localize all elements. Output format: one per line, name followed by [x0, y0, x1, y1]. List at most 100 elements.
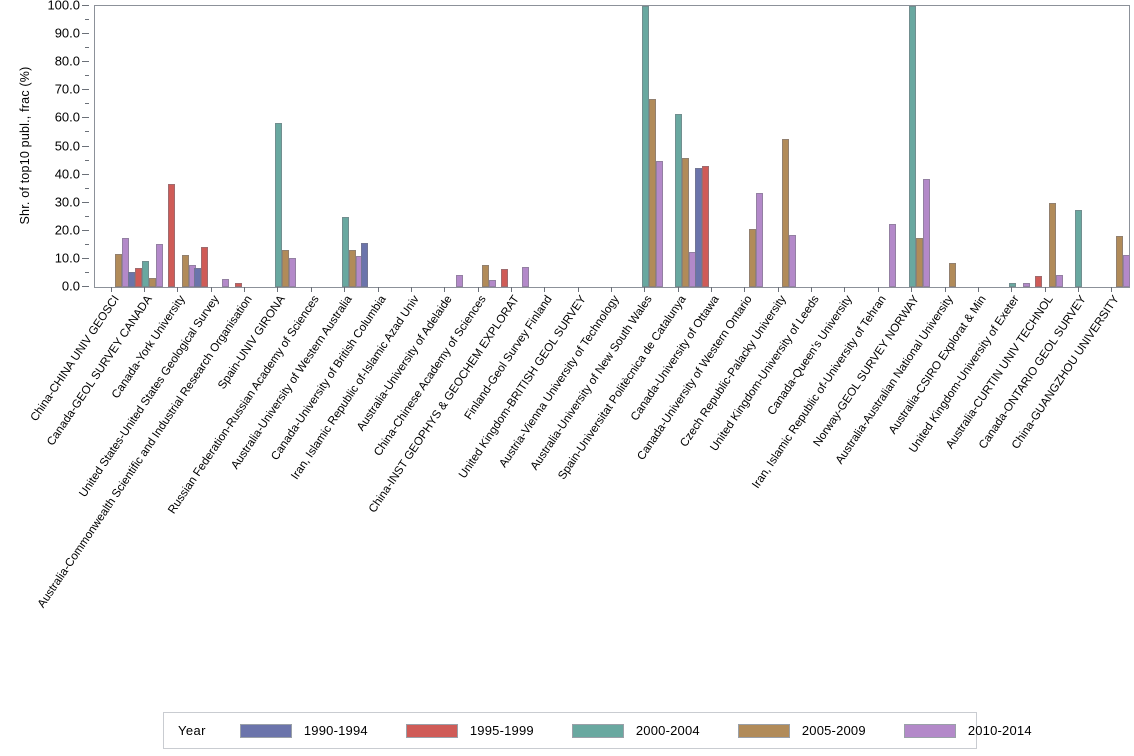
x-tick-mark	[911, 287, 913, 292]
y-minor-tick	[85, 75, 89, 77]
legend-items: 1990-1994 1995-1999 2000-2004 2005-2009 2010…	[239, 723, 1070, 738]
y-tick-mark	[82, 286, 89, 287]
bar	[1056, 275, 1064, 287]
legend: Year 1990-1994 1995-1999 2000-2004 2005-200…	[163, 712, 1032, 749]
bar	[281, 250, 289, 287]
y-tick-label: 30.0	[54, 194, 80, 210]
bar-group	[694, 6, 730, 287]
y-tick-mark	[82, 117, 89, 119]
y-tick-label: 60.0	[54, 109, 80, 125]
bars-container	[95, 6, 1130, 287]
x-tick-mark	[210, 287, 212, 292]
legend-label: 2010-2014	[967, 723, 1032, 738]
bar	[701, 166, 709, 287]
bar-group	[261, 6, 296, 287]
x-tick-mark	[444, 287, 446, 292]
x-tick-mark	[977, 287, 979, 292]
x-tick-mark	[310, 287, 312, 292]
bar	[141, 261, 149, 287]
bar	[789, 235, 797, 287]
x-tick-mark	[510, 287, 512, 292]
bar	[1035, 276, 1043, 287]
bar	[122, 237, 130, 287]
y-minor-tick	[85, 243, 89, 245]
y-tick-mark	[82, 33, 89, 35]
bar	[675, 114, 683, 287]
y-tick-label: 70.0	[54, 81, 80, 97]
bar-group	[494, 6, 530, 287]
bar	[181, 254, 189, 287]
bar	[489, 280, 497, 287]
bar-group	[928, 6, 963, 287]
bar	[201, 247, 209, 287]
y-tick-mark	[82, 257, 89, 259]
legend-item[interactable]: 2005-2009	[737, 723, 866, 738]
x-tick-mark	[477, 287, 479, 292]
x-tick-mark	[277, 287, 279, 292]
bar	[148, 278, 156, 287]
x-tick-mark	[944, 287, 946, 292]
legend-item[interactable]: 1995-1999	[405, 723, 534, 738]
x-tick-label-text: Spain-Universitat Politècnica de Catalun…	[555, 293, 689, 482]
bar	[361, 243, 369, 287]
bar	[908, 6, 916, 287]
legend-label: 2000-2004	[635, 723, 700, 738]
bar-group	[361, 6, 396, 287]
bar	[1008, 283, 1016, 287]
bar	[127, 271, 135, 287]
bar	[1122, 255, 1130, 287]
x-tick-mark	[244, 287, 246, 292]
bar	[1022, 283, 1030, 287]
y-tick-label: 90.0	[54, 25, 80, 41]
legend-label: 1995-1999	[469, 723, 534, 738]
bar-group	[228, 6, 263, 287]
legend-item[interactable]: 2000-2004	[571, 723, 700, 738]
y-tick-label: 20.0	[54, 222, 80, 238]
bar-group	[1095, 6, 1130, 287]
x-tick-mark	[611, 287, 612, 292]
x-tick-mark	[711, 287, 713, 292]
legend-label: 1990-1994	[303, 723, 368, 738]
y-tick-mark	[82, 5, 89, 6]
y-axis-ticks: 0.0 10.0 20.0 30.0 40.0 50.0 60.0 70.0 80.0 90.0 1…	[0, 0, 94, 294]
bar	[155, 244, 163, 287]
x-tick-mark	[377, 287, 379, 292]
x-tick-mark	[811, 287, 813, 292]
bar	[694, 167, 702, 287]
x-tick-mark	[544, 287, 546, 292]
bar	[915, 238, 923, 287]
y-tick-mark	[82, 229, 89, 231]
bar	[167, 184, 175, 287]
bar	[501, 269, 509, 287]
bar	[274, 122, 282, 287]
x-tick-mark	[144, 287, 146, 292]
x-tick-mark	[777, 287, 779, 292]
bar	[348, 250, 356, 287]
legend-item[interactable]: 2010-2014	[903, 723, 1032, 738]
bar	[522, 267, 530, 287]
x-tick-mark	[1044, 287, 1046, 292]
bar	[641, 6, 649, 287]
bar	[1075, 209, 1083, 287]
bar	[482, 265, 490, 287]
bar	[455, 274, 463, 287]
bar	[648, 99, 656, 287]
legend-swatch	[239, 723, 292, 738]
y-tick-label: 50.0	[54, 138, 80, 153]
bar-group	[461, 6, 497, 287]
bar	[755, 192, 763, 287]
x-tick-mark	[1011, 287, 1013, 292]
bar	[782, 139, 790, 287]
y-minor-tick	[85, 159, 89, 161]
legend-item[interactable]: 1990-1994	[239, 723, 368, 738]
bar	[682, 157, 690, 287]
legend-title: Year	[178, 723, 206, 738]
bar	[1115, 236, 1123, 287]
bar-group	[995, 6, 1030, 287]
bar-group	[127, 6, 163, 287]
bar	[115, 253, 123, 287]
y-minor-tick	[85, 131, 89, 133]
x-tick-mark	[410, 287, 412, 292]
legend-swatch	[737, 723, 790, 738]
